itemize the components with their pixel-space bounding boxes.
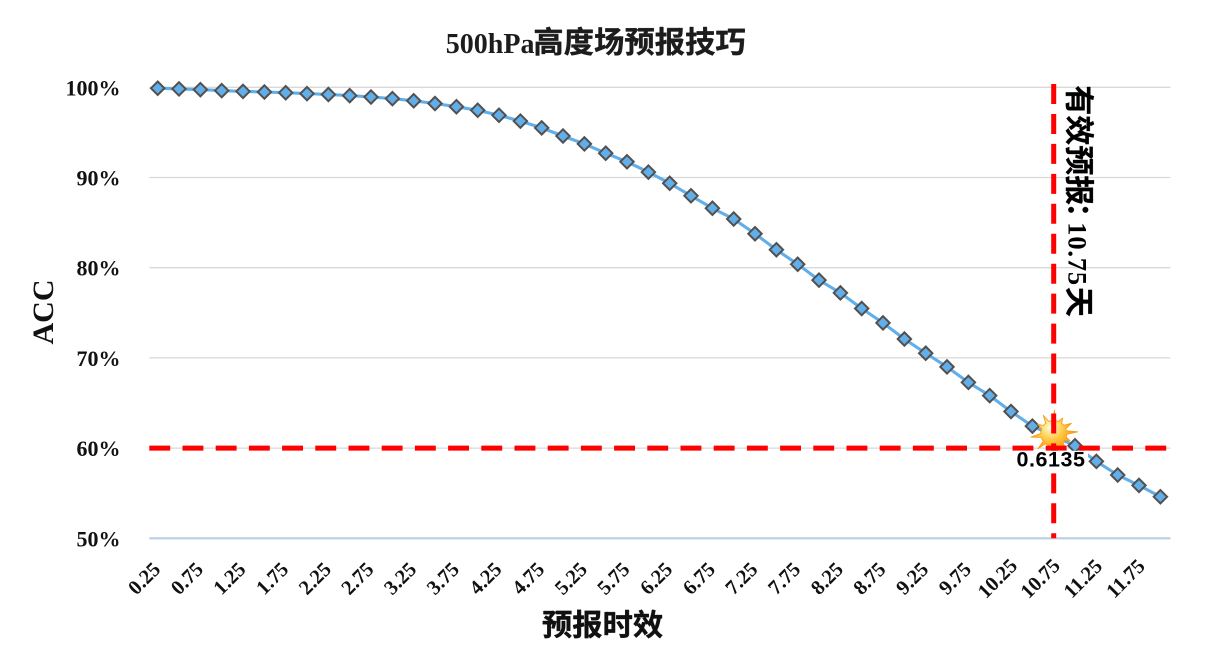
svg-text:ACC: ACC xyxy=(27,280,60,345)
svg-text:10.75: 10.75 xyxy=(1063,222,1093,286)
svg-text:500hPa: 500hPa xyxy=(446,29,535,60)
svg-text:0.6135: 0.6135 xyxy=(1017,448,1086,472)
svg-text:80%: 80% xyxy=(77,256,121,281)
svg-text:100%: 100% xyxy=(66,75,121,100)
svg-text:70%: 70% xyxy=(77,346,121,371)
svg-text:90%: 90% xyxy=(77,166,121,191)
svg-text:60%: 60% xyxy=(77,436,121,461)
svg-text:50%: 50% xyxy=(77,526,121,551)
